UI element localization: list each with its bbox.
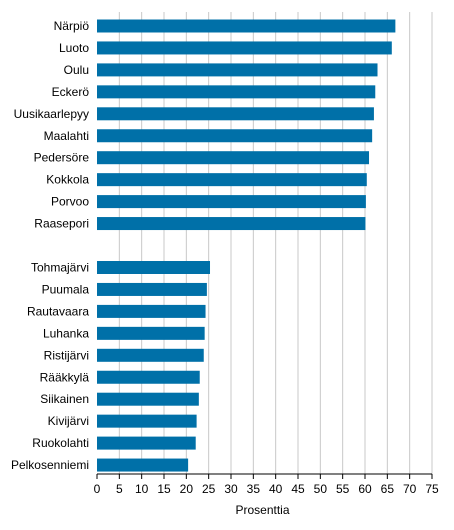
category-label-porvoo: Porvoo: [51, 195, 89, 209]
tick-label-50: 50: [314, 482, 328, 496]
tick-label-15: 15: [157, 482, 171, 496]
bar-puumala: [97, 282, 207, 296]
category-label-ristijärvi: Ristijärvi: [44, 348, 89, 362]
category-label-luoto: Luoto: [59, 41, 89, 55]
tick-label-75: 75: [425, 482, 439, 496]
category-label-raasepori: Raasepori: [34, 217, 89, 231]
bar-raasepori: [97, 217, 366, 231]
bar-närpiö: [97, 19, 396, 33]
bar-eckerö: [97, 85, 376, 99]
tick-label-45: 45: [291, 482, 305, 496]
category-label-ruokolahti: Ruokolahti: [32, 436, 89, 450]
tick-label-55: 55: [336, 482, 350, 496]
bar-luhanka: [97, 326, 205, 340]
category-label-rääkkylä: Rääkkylä: [40, 370, 90, 384]
bar-kokkola: [97, 173, 367, 187]
category-label-kivijärvi: Kivijärvi: [48, 414, 89, 428]
tick-label-65: 65: [381, 482, 395, 496]
category-label-rautavaara: Rautavaara: [27, 304, 89, 318]
bar-kivijärvi: [97, 414, 197, 428]
category-labels: Närpiö Luoto Oulu Eckerö Uusikaarlepyy Maalah…: [11, 19, 89, 472]
tick-label-70: 70: [403, 482, 417, 496]
category-label-oulu: Oulu: [64, 63, 89, 77]
category-label-puumala: Puumala: [42, 282, 90, 296]
bar-maalahti: [97, 129, 373, 143]
category-label-kokkola: Kokkola: [46, 173, 89, 187]
bar-rautavaara: [97, 304, 206, 318]
category-label-pedersöre: Pedersöre: [34, 151, 90, 165]
tick-label-20: 20: [180, 482, 194, 496]
bars: [97, 19, 396, 472]
tick-label-5: 5: [116, 482, 123, 496]
x-axis-title: Prosenttia: [235, 503, 289, 517]
category-label-uusikaarlepyy: Uusikaarlepyy: [14, 107, 89, 121]
bar-ristijärvi: [97, 348, 204, 362]
category-label-pelkosenniemi: Pelkosenniemi: [11, 458, 89, 472]
tick-label-30: 30: [224, 482, 238, 496]
tick-label-60: 60: [358, 482, 372, 496]
category-label-närpiö: Närpiö: [54, 19, 90, 33]
bar-luoto: [97, 41, 392, 55]
bar-oulu: [97, 63, 378, 77]
bar-tohmajärvi: [97, 261, 211, 274]
category-label-tohmajärvi: Tohmajärvi: [31, 261, 89, 275]
tick-label-10: 10: [135, 482, 149, 496]
category-label-eckerö: Eckerö: [52, 85, 90, 99]
bar-siikainen: [97, 392, 199, 406]
bar-pelkosenniemi: [97, 458, 189, 472]
category-label-maalahti: Maalahti: [44, 129, 89, 143]
tick-label-40: 40: [269, 482, 283, 496]
bar-rääkkylä: [97, 370, 200, 384]
bar-pedersöre: [97, 151, 370, 165]
tick-label-35: 35: [247, 482, 261, 496]
x-axis-ticks: 0 5 10 15 20 25 30 35 40 45 50 55 60 65 70 75: [94, 474, 439, 496]
bar-ruokolahti: [97, 436, 196, 450]
tick-label-0: 0: [94, 482, 101, 496]
bar-uusikaarlepyy: [97, 107, 374, 121]
category-label-siikainen: Siikainen: [40, 392, 89, 406]
bar-porvoo: [97, 195, 366, 209]
category-label-luhanka: Luhanka: [43, 326, 89, 340]
tick-label-25: 25: [202, 482, 216, 496]
